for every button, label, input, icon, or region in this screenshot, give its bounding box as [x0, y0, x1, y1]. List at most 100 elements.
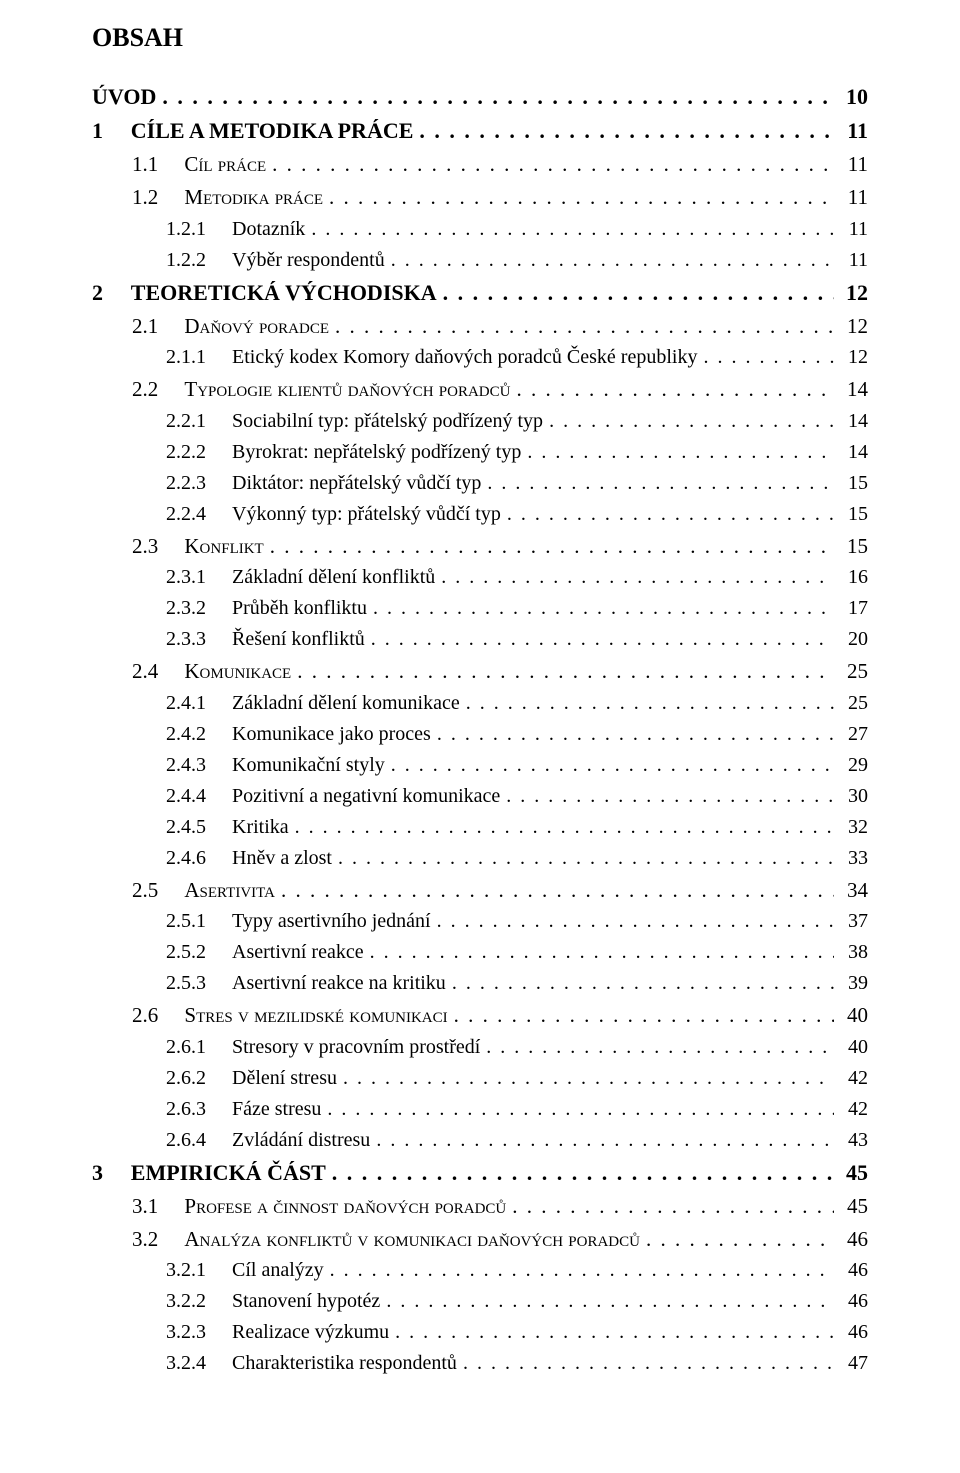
toc-entry-page: 15 [840, 499, 868, 530]
toc-entry: 2.3.1Základní dělení konfliktů16 [166, 562, 868, 593]
toc-entry-number: 2.6.2 [166, 1063, 224, 1094]
toc-entry-page: 46 [840, 1223, 868, 1256]
toc-leader-dots [646, 1223, 834, 1256]
toc-entry-label: Hněv a zlost [224, 843, 332, 874]
toc-entry-number: 2.4.6 [166, 843, 224, 874]
toc-entry: 2.4.2Komunikace jako proces27 [166, 719, 868, 750]
toc-leader-dots [370, 937, 834, 968]
toc-entry: 2.5.2Asertivní reakce38 [166, 937, 868, 968]
toc-leader-dots [297, 655, 834, 688]
toc-entry: 2.5.3Asertivní reakce na kritiku39 [166, 968, 868, 999]
toc-entry-page: 12 [840, 310, 868, 343]
toc-entry-number: 2.6.4 [166, 1125, 224, 1156]
toc-entry-page: 12 [840, 276, 868, 310]
toc-entry-number: 2.6.3 [166, 1094, 224, 1125]
toc-entry-number: 2.4.1 [166, 688, 224, 719]
toc-entry-number: 2.5 [132, 874, 176, 907]
toc-entry-label: Komunikační styly [224, 750, 385, 781]
toc-entry: 2.1.1Etický kodex Komory daňových poradc… [166, 342, 868, 373]
toc-title: OBSAH [92, 18, 868, 58]
toc-entry-label: Byrokrat: nepřátelský podřízený typ [224, 437, 521, 468]
toc-entry-number: 3.2 [132, 1223, 176, 1256]
toc-entry: 2TEORETICKÁ VÝCHODISKA12 [92, 276, 868, 310]
toc-leader-dots [419, 114, 834, 148]
toc-entry-label: Stres v mezilidské komunikaci [176, 999, 448, 1032]
toc-entry-page: 40 [840, 999, 868, 1032]
toc-entry: 3EMPIRICKÁ ČÁST45 [92, 1156, 868, 1190]
toc-entry: 1CÍLE A METODIKA PRÁCE11 [92, 114, 868, 148]
toc-entry-number: 2.4.2 [166, 719, 224, 750]
toc-entry: 1.2.2Výběr respondentů11 [166, 245, 868, 276]
toc-entry: 2.2.3Diktátor: nepřátelský vůdčí typ15 [166, 468, 868, 499]
toc-entry-page: 11 [840, 148, 868, 181]
toc-entry-page: 12 [840, 342, 868, 373]
toc-leader-dots [391, 750, 834, 781]
toc-entry-label: Kritika [224, 812, 289, 843]
toc-entry-label: TEORETICKÁ VÝCHODISKA [122, 276, 437, 310]
toc-leader-dots [311, 214, 834, 245]
toc-leader-dots [466, 688, 834, 719]
toc-leader-dots [463, 1348, 834, 1379]
toc-leader-dots [371, 624, 834, 655]
toc-leader-dots [373, 593, 834, 624]
toc-entry: 2.4.3Komunikační styly29 [166, 750, 868, 781]
toc-entry: 2.4.5Kritika32 [166, 812, 868, 843]
toc-entry: 2.5Asertivita34 [132, 874, 868, 907]
toc-entry-label: Základní dělení komunikace [224, 688, 460, 719]
toc-entry-number: 2.4 [132, 655, 176, 688]
toc-entry: 3.1Profese a činnost daňových poradců45 [132, 1190, 868, 1223]
toc-entry-page: 25 [840, 655, 868, 688]
toc-entry-page: 37 [840, 906, 868, 937]
toc-leader-dots [330, 1255, 834, 1286]
toc-entry: 2.2.1Sociabilní typ: přátelský podřízený… [166, 406, 868, 437]
toc-leader-dots [335, 310, 834, 343]
toc-entry-label: ÚVOD [92, 80, 156, 114]
toc-entry-number: 1.1 [132, 148, 176, 181]
toc-entry-page: 45 [840, 1190, 868, 1223]
toc-leader-dots [332, 1156, 834, 1190]
toc-entry-label: Cíl analýzy [224, 1255, 324, 1286]
toc-entry: 2.6.1Stresory v pracovním prostředí40 [166, 1032, 868, 1063]
toc-entry-number: 1.2.1 [166, 214, 224, 245]
toc-body: ÚVOD101CÍLE A METODIKA PRÁCE111.1Cíl prá… [92, 80, 868, 1379]
toc-entry-page: 20 [840, 624, 868, 655]
toc-leader-dots [487, 468, 834, 499]
toc-leader-dots [486, 1032, 834, 1063]
toc-entry-number: 2.2 [132, 373, 176, 406]
toc-entry-number: 2.3.2 [166, 593, 224, 624]
toc-leader-dots [437, 719, 834, 750]
toc-leader-dots [441, 562, 834, 593]
toc-entry: 3.2.1Cíl analýzy46 [166, 1255, 868, 1286]
toc-entry-page: 16 [840, 562, 868, 593]
toc-entry-label: Stanovení hypotéz [224, 1286, 380, 1317]
toc-entry: 2.4Komunikace25 [132, 655, 868, 688]
toc-leader-dots [549, 406, 834, 437]
toc-entry: 2.3.3Řešení konfliktů20 [166, 624, 868, 655]
toc-entry-page: 33 [840, 843, 868, 874]
toc-leader-dots [329, 181, 834, 214]
toc-entry: ÚVOD10 [92, 80, 868, 114]
toc-leader-dots [452, 968, 834, 999]
toc-entry: 1.1Cíl práce11 [132, 148, 868, 181]
toc-entry: 2.2.4Výkonný typ: přátelský vůdčí typ15 [166, 499, 868, 530]
toc-entry-number: 3.1 [132, 1190, 176, 1223]
toc-entry-label: Typologie klientů daňových poradců [176, 373, 510, 406]
toc-entry-label: Průběh konfliktu [224, 593, 367, 624]
toc-entry-page: 14 [840, 373, 868, 406]
toc-entry-page: 43 [840, 1125, 868, 1156]
toc-entry-label: Dotazník [224, 214, 305, 245]
toc-entry-label: Konflikt [176, 530, 264, 563]
toc-entry: 2.2.2Byrokrat: nepřátelský podřízený typ… [166, 437, 868, 468]
toc-entry: 2.4.4Pozitivní a negativní komunikace30 [166, 781, 868, 812]
toc-entry-label: Výkonný typ: přátelský vůdčí typ [224, 499, 501, 530]
toc-entry-page: 38 [840, 937, 868, 968]
toc-leader-dots [338, 843, 834, 874]
toc-entry-number: 2.1 [132, 310, 176, 343]
toc-entry-page: 34 [840, 874, 868, 907]
toc-entry-page: 32 [840, 812, 868, 843]
toc-entry: 2.3.2Průběh konfliktu 17 [166, 593, 868, 624]
toc-entry-number: 2.6.1 [166, 1032, 224, 1063]
toc-leader-dots [295, 812, 834, 843]
toc-entry-page: 29 [840, 750, 868, 781]
toc-entry-page: 17 [840, 593, 868, 624]
